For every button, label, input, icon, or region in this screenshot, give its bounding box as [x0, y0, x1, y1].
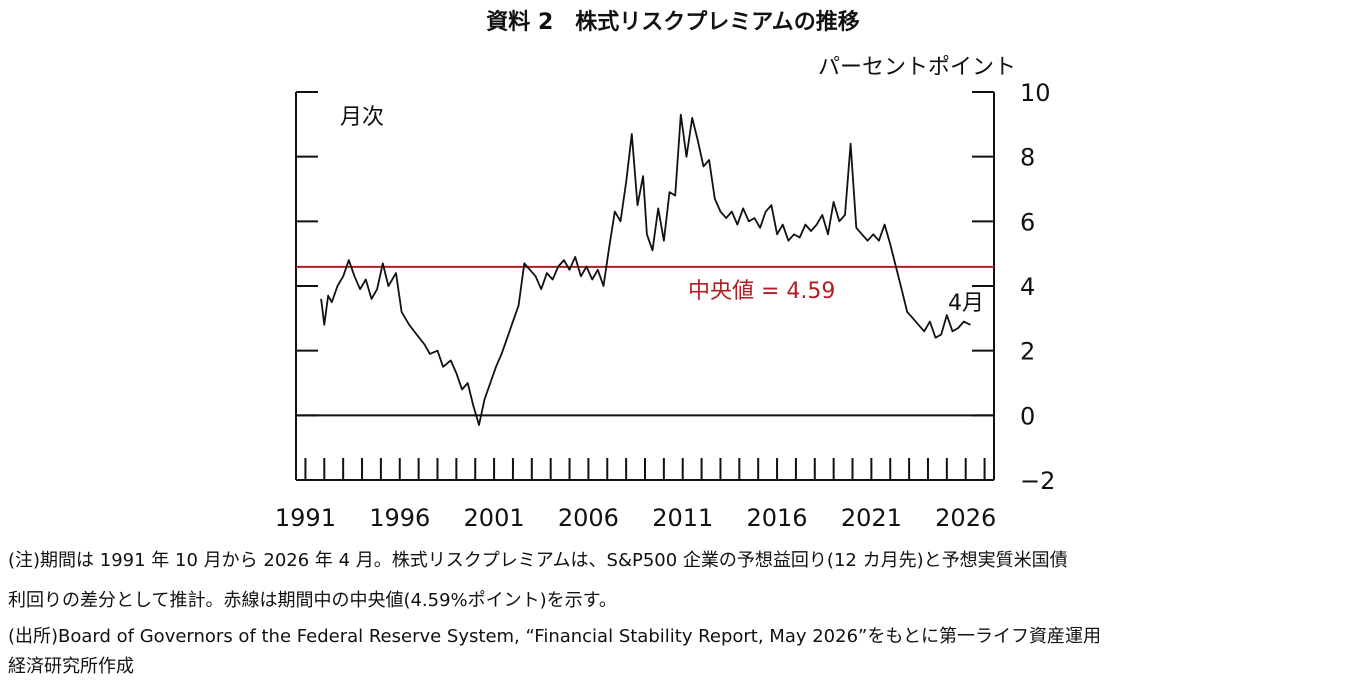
plot-frame — [295, 91, 995, 481]
y-tick-label: 10 — [1020, 79, 1051, 107]
chart-title: 資料 2 株式リスクプレミアムの推移 — [486, 10, 860, 35]
x-tick-label: 2011 — [652, 504, 713, 532]
x-tick-label: 1991 — [275, 504, 336, 532]
median-label: 中央値 = 4.59 — [688, 279, 835, 304]
y-axis-unit-label: パーセントポイント — [818, 55, 1016, 80]
y-tick-label: 8 — [1020, 144, 1035, 172]
frequency-label: 月次 — [340, 105, 384, 130]
footnote-note-line1: (注)期間は 1991 年 10 月から 2026 年 4 月。株式リスクプレミ… — [8, 550, 1068, 571]
footnote-source-line2: 経済研究所作成 — [8, 656, 134, 677]
y-tick-label: 4 — [1020, 273, 1035, 301]
x-tick-label: 2016 — [747, 504, 808, 532]
footnote-source-line1: (出所)Board of Governors of the Federal Re… — [8, 626, 1102, 647]
x-axis-ticks: 1991 1996 2001 2006 2011 2016 2021 2026 — [275, 458, 996, 532]
latest-point-label: 4月 — [948, 291, 984, 316]
x-tick-label: 2001 — [464, 504, 525, 532]
x-tick-label: 2021 — [841, 504, 902, 532]
x-tick-label: 2006 — [558, 504, 619, 532]
y-tick-label: 2 — [1020, 338, 1035, 366]
y-tick-label: 0 — [1020, 402, 1035, 430]
series-line-equity-risk-premium — [320, 113, 971, 426]
x-tick-label: 2026 — [935, 504, 996, 532]
y-tick-label: 6 — [1020, 208, 1035, 236]
footnote-note-line2: 利回りの差分として推計。赤線は期間中の中央値(4.59%ポイント)を示す。 — [8, 590, 617, 611]
y-tick-label: −2 — [1020, 467, 1055, 495]
x-tick-label: 1996 — [369, 504, 430, 532]
y-axis-ticks: 10 8 6 4 2 0 −2 — [296, 79, 1055, 495]
line-chart: 1991 1996 2001 2006 2011 2016 2021 2026 10 8 6 4 2 0… — [275, 55, 1055, 532]
